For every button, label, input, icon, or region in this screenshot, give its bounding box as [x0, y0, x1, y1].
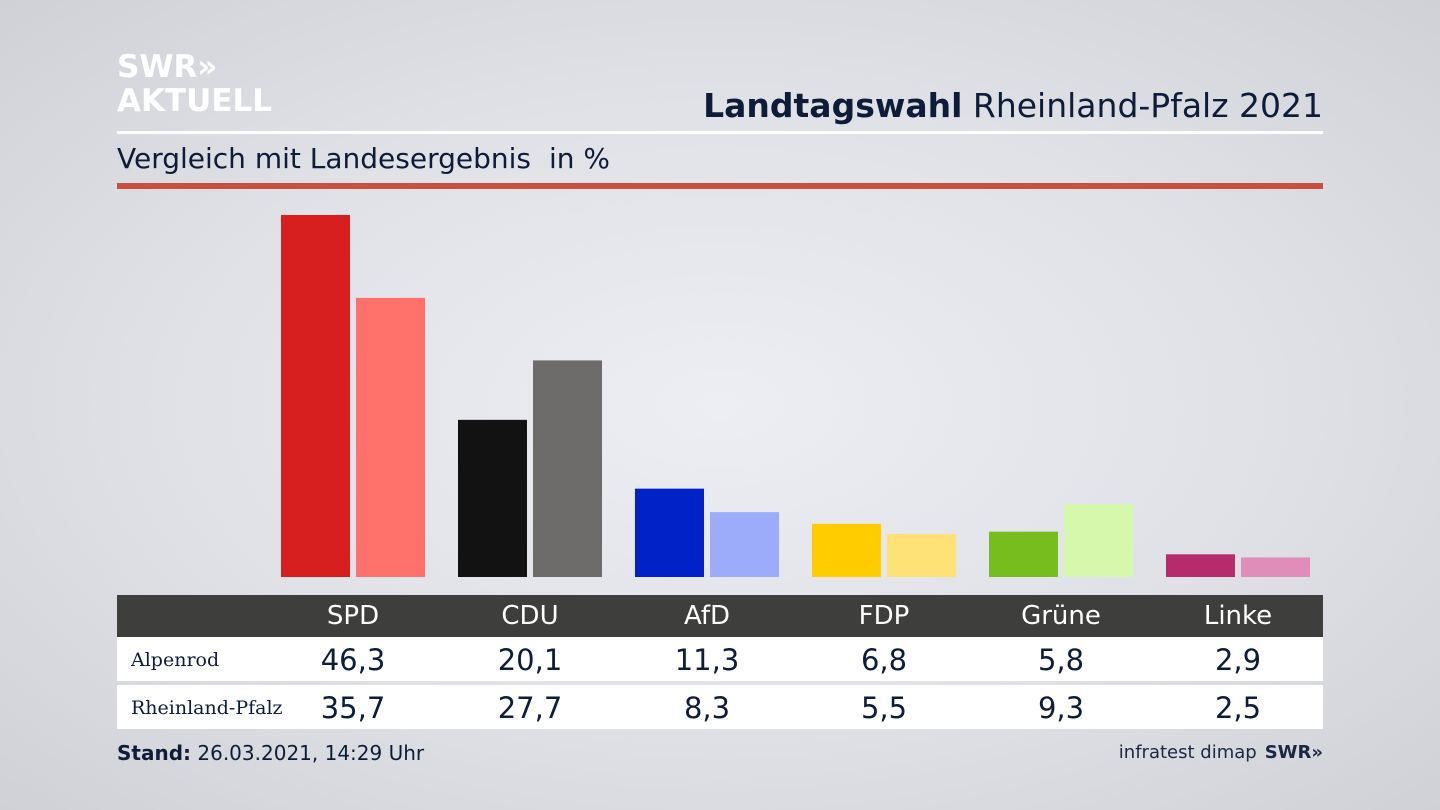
table-cell-value: 5,5	[860, 691, 908, 725]
column-header: AfD	[683, 601, 731, 631]
title-divider	[117, 131, 1323, 134]
source-credit: infratest dimap SWR»	[1119, 742, 1323, 763]
stand-value: 26.03.2021, 14:29 Uhr	[197, 741, 425, 765]
table-cell-value: 9,3	[1037, 691, 1085, 725]
source-text: infratest dimap	[1118, 742, 1257, 763]
table-cell-value: 8,3	[683, 691, 731, 725]
page-title: Landtagswahl Rheinland-Pfalz 2021	[703, 86, 1323, 125]
logo-line-1: SWR»	[117, 49, 218, 85]
column-header: CDU	[501, 601, 559, 631]
timestamp: Stand: 26.03.2021, 14:29 Uhr	[117, 741, 424, 765]
column-header: SPD	[326, 601, 380, 631]
table-cell-value: 6,8	[860, 643, 908, 677]
bar-grne-alpenrod	[989, 531, 1058, 577]
table-header-row: SPD CDU AfD FDP Grüne Linke	[117, 595, 1323, 637]
results-table: SPD CDU AfD FDP Grüne Linke Alpenrod 46,3 20,1…	[117, 595, 1323, 729]
bar-fdp-rheinland-pfalz	[887, 533, 956, 577]
column-header: FDP	[858, 601, 910, 631]
bar-spd-rheinland-pfalz	[356, 297, 425, 577]
subtitle-text: Vergleich mit Landesergebnis	[117, 142, 531, 175]
table-row-rheinland-pfalz: Rheinland-Pfalz 35,7 27,7 8,3 5,5 9,3 2,5	[117, 685, 1323, 729]
subtitle-unit: in %	[548, 142, 611, 175]
table-cell-value: 35,7	[320, 691, 386, 725]
table-cell-value: 46,3	[320, 643, 386, 677]
accent-divider	[117, 183, 1323, 189]
table-cell-value: 20,1	[497, 643, 563, 677]
row-label: Rheinland-Pfalz	[131, 697, 283, 719]
table-cell-value: 2,9	[1214, 643, 1262, 677]
table-cell-value: 2,5	[1214, 691, 1262, 725]
bar-afd-rheinland-pfalz	[710, 512, 779, 577]
chart-subtitle: Vergleich mit Landesergebnis in %	[117, 142, 610, 175]
bar-chart	[281, 215, 1310, 577]
swr-aktuell-logo: SWR» AKTUELL	[117, 52, 277, 117]
bar-cdu-rheinland-pfalz	[533, 360, 602, 577]
footer-swr-logo: SWR»	[1264, 742, 1323, 763]
bar-grne-rheinland-pfalz	[1064, 504, 1133, 577]
bar-cdu-alpenrod	[458, 419, 527, 577]
table-row-alpenrod: Alpenrod 46,3 20,1 11,3 6,8 5,8 2,9	[117, 637, 1323, 681]
column-header: Linke	[1203, 601, 1273, 631]
bar-fdp-alpenrod	[812, 523, 881, 577]
logo-line-2: AKTUELL	[117, 83, 273, 119]
row-label: Alpenrod	[131, 649, 220, 671]
bar-linke-rheinland-pfalz	[1241, 557, 1310, 577]
bar-linke-alpenrod	[1166, 554, 1235, 577]
bar-afd-alpenrod	[635, 488, 704, 577]
bar-spd-alpenrod	[281, 215, 350, 577]
table-cell-value: 27,7	[497, 691, 563, 725]
column-header: Grüne	[1021, 601, 1101, 631]
page-title-rest: Rheinland-Pfalz 2021	[972, 86, 1323, 125]
table-cell-value: 5,8	[1037, 643, 1085, 677]
stand-label: Stand:	[117, 741, 192, 765]
page-title-bold: Landtagswahl	[703, 86, 963, 125]
table-cell-value: 11,3	[674, 643, 740, 677]
